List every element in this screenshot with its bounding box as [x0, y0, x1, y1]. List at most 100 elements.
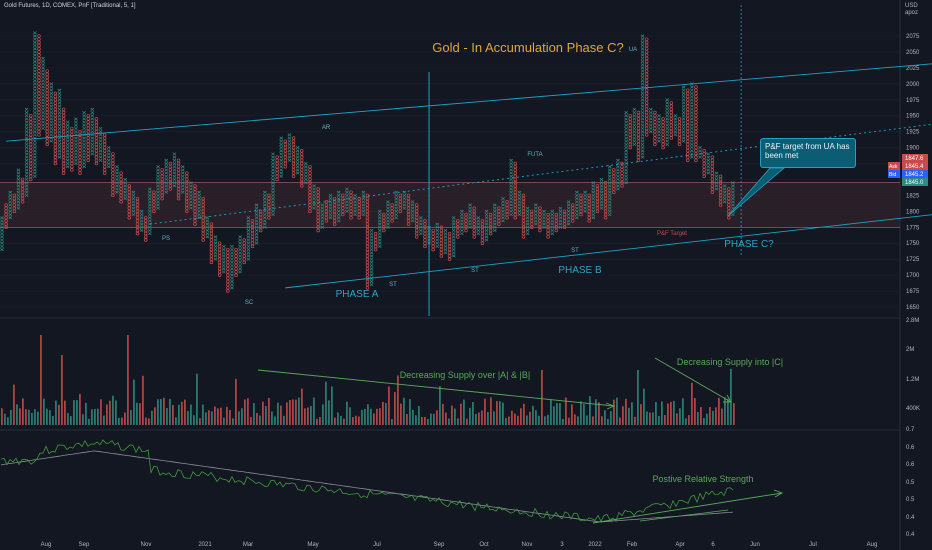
pnf-x-box	[361, 209, 366, 213]
pnf-o-box	[61, 117, 66, 121]
pnf-x-box	[624, 155, 628, 159]
pnf-x-box	[16, 184, 21, 188]
pnf-o-box	[234, 273, 238, 277]
pnf-x-box	[33, 104, 37, 108]
pnf-x-box	[304, 177, 308, 182]
pnf-o-box	[201, 228, 205, 233]
pnf-x-box	[394, 209, 399, 213]
pnf-column	[579, 193, 583, 217]
pnf-o-box	[587, 196, 591, 201]
pnf-o-box	[505, 209, 509, 214]
pnf-x-box	[435, 235, 440, 239]
pnf-o-box	[291, 164, 296, 169]
pnf-column	[529, 209, 534, 230]
pnf-o-box	[513, 184, 518, 188]
pnf-x-box	[624, 110, 628, 115]
pnf-x-box	[476, 225, 481, 229]
pnf-x-box	[550, 219, 555, 223]
pnf-x-box	[312, 197, 316, 201]
pnf-x-box	[49, 123, 54, 127]
pnf-o-box	[365, 247, 370, 252]
volume-bar	[133, 379, 135, 425]
pnf-o-box	[78, 161, 82, 166]
pnf-o-box	[53, 126, 58, 131]
volume-bar	[148, 418, 150, 425]
pnf-o-box	[28, 152, 33, 156]
pnf-column	[394, 190, 399, 220]
pnf-x-box	[648, 114, 653, 118]
pnf-o-box	[193, 222, 197, 226]
pnf-o-box	[603, 200, 608, 204]
pnf-x-box	[90, 152, 95, 156]
pnf-x-box	[65, 146, 70, 150]
pnf-x-box	[624, 126, 628, 131]
pnf-x-box	[690, 146, 694, 150]
pnf-x-box	[402, 197, 407, 201]
pnf-x-box	[690, 120, 694, 124]
pnf-x-box	[320, 216, 325, 220]
volume-bar	[58, 404, 60, 425]
pnf-o-box	[661, 117, 665, 121]
pnf-o-box	[497, 206, 501, 210]
pnf-column	[681, 85, 686, 143]
pnf-o-box	[217, 270, 222, 274]
rs-tick-label: 0.5	[906, 480, 915, 486]
pnf-x-box	[74, 120, 78, 124]
pnf-column	[497, 206, 501, 226]
volume-bar	[97, 408, 99, 425]
pnf-x-box	[336, 203, 341, 207]
pnf-x-box	[0, 232, 4, 236]
pnf-o-box	[242, 238, 247, 242]
volume-bar	[160, 399, 162, 425]
pnf-o-box	[685, 94, 690, 99]
pnf-o-box	[201, 203, 205, 207]
pnf-column	[226, 247, 230, 293]
pnf-x-box	[435, 228, 440, 233]
pnf-o-box	[308, 209, 312, 214]
pnf-o-box	[283, 164, 288, 169]
pnf-o-box	[612, 168, 616, 172]
volume-bar	[364, 408, 366, 425]
pnf-o-box	[365, 196, 370, 201]
pnf-x-box	[82, 142, 86, 146]
pnf-o-box	[160, 174, 164, 179]
pnf-x-box	[213, 257, 218, 261]
pnf-column	[316, 187, 320, 233]
pnf-o-box	[694, 88, 698, 92]
pnf-o-box	[234, 266, 238, 271]
volume-bar	[457, 418, 459, 425]
pnf-o-box	[373, 235, 378, 239]
pnf-x-box	[156, 184, 160, 188]
pnf-x-box	[33, 69, 37, 73]
pnf-x-box	[624, 146, 628, 150]
pnf-x-box	[353, 206, 357, 210]
volume-bar	[670, 401, 672, 425]
pnf-column	[648, 107, 653, 134]
pnf-o-box	[398, 193, 403, 198]
pnf-o-box	[365, 238, 370, 242]
volume-bar	[10, 409, 12, 425]
pnf-x-box	[49, 133, 54, 137]
pnf-x-box	[49, 104, 54, 108]
pnf-x-box	[566, 212, 571, 217]
pnf-o-box	[669, 123, 674, 128]
pnf-x-box	[591, 181, 596, 185]
pnf-o-box	[28, 120, 33, 124]
pnf-o-box	[201, 209, 205, 214]
pnf-o-box	[513, 212, 518, 217]
pnf-o-box	[37, 104, 41, 108]
volume-bar	[340, 415, 342, 425]
pnf-x-box	[41, 56, 45, 60]
pnf-x-box	[74, 146, 78, 150]
pnf-o-box	[464, 228, 468, 233]
pnf-x-box	[443, 251, 448, 255]
pnf-x-box	[16, 187, 21, 191]
pnf-x-box	[279, 146, 284, 150]
pnf-o-box	[480, 228, 485, 233]
pnf-column	[722, 184, 727, 204]
pnf-x-box	[657, 126, 661, 131]
pnf-column	[230, 244, 234, 290]
pnf-x-box	[106, 161, 111, 166]
pnf-o-box	[291, 139, 296, 143]
pnf-x-box	[665, 130, 670, 134]
